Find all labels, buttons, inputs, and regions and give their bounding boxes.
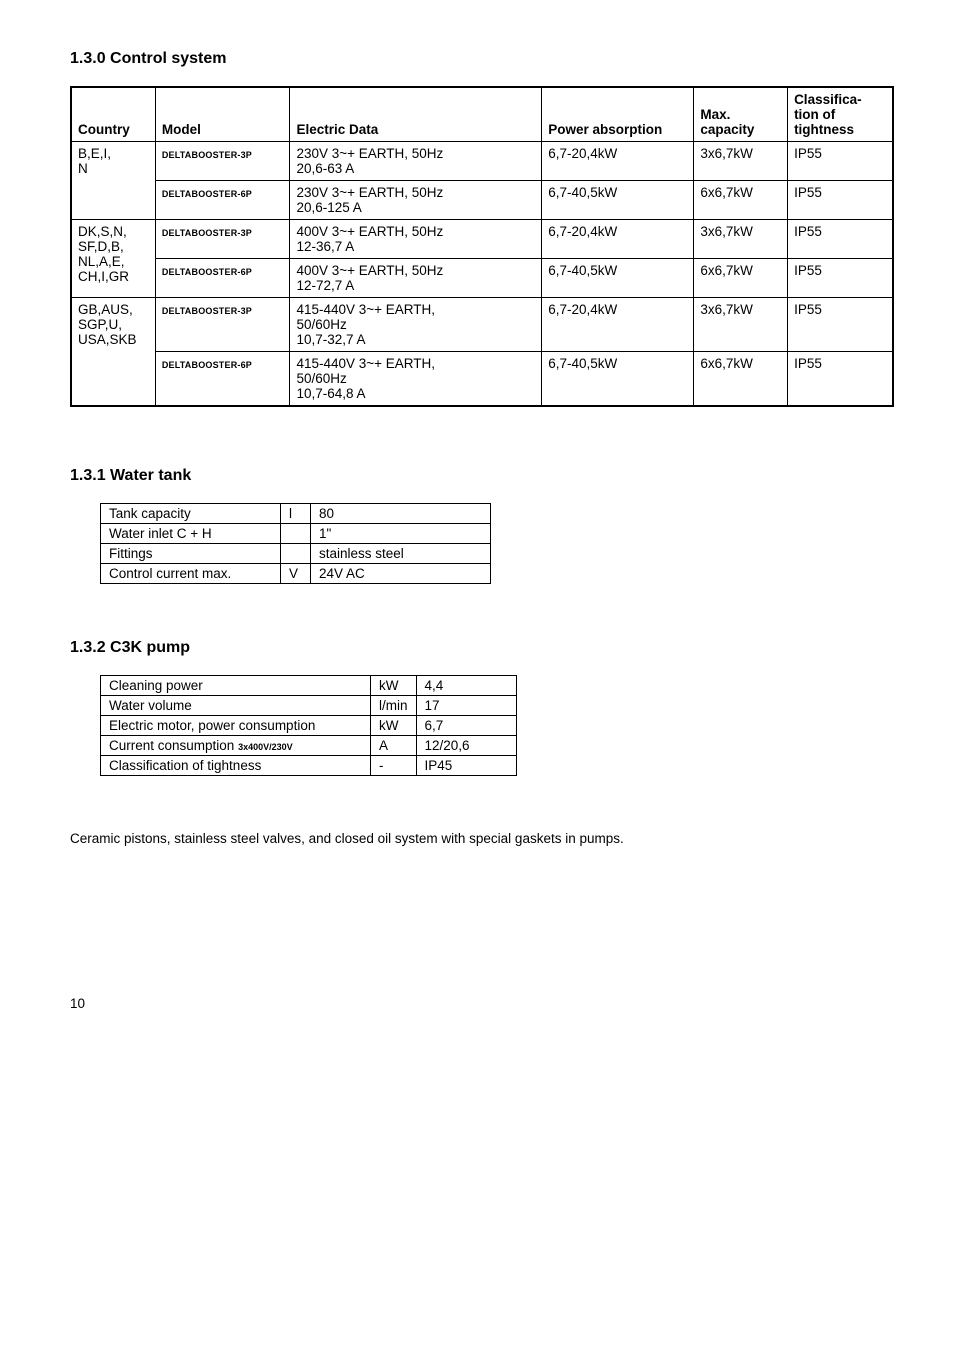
table-row: Fittings stainless steel	[101, 544, 491, 564]
cell: 17	[416, 696, 516, 716]
heading-131: 1.3.1 Water tank	[70, 467, 894, 485]
cell-max: 6x6,7kW	[694, 259, 788, 298]
cell: Electric motor, power consumption	[101, 716, 371, 736]
table-row: DELTABOOSTER-6P 415-440V 3~+ EARTH,50/60…	[71, 352, 893, 407]
cell	[281, 524, 311, 544]
cell-max: 3x6,7kW	[694, 220, 788, 259]
cell: 1"	[311, 524, 491, 544]
cell-max: 6x6,7kW	[694, 352, 788, 407]
th-model: Model	[155, 87, 290, 142]
cell: Fittings	[101, 544, 281, 564]
cell-electric: 400V 3~+ EARTH, 50Hz12-36,7 A	[290, 220, 542, 259]
cell-model: DELTABOOSTER-6P	[155, 259, 290, 298]
th-country: Country	[71, 87, 155, 142]
cell: Tank capacity	[101, 504, 281, 524]
table-row: DELTABOOSTER-6P 230V 3~+ EARTH, 50Hz20,6…	[71, 181, 893, 220]
cell: IP45	[416, 756, 516, 776]
cell-max: 3x6,7kW	[694, 142, 788, 181]
cell-country: GB,AUS,SGP,U,USA,SKB	[71, 298, 155, 407]
footnote-text: Ceramic pistons, stainless steel valves,…	[70, 831, 894, 846]
cell-electric: 415-440V 3~+ EARTH,50/60Hz10,7-32,7 A	[290, 298, 542, 352]
cell-model: DELTABOOSTER-3P	[155, 142, 290, 181]
cell-model: DELTABOOSTER-6P	[155, 181, 290, 220]
th-class: Classifica-tion of tightness	[788, 87, 893, 142]
cell: stainless steel	[311, 544, 491, 564]
cell-country: B,E,I,N	[71, 142, 155, 220]
heading-130: 1.3.0 Control system	[70, 50, 894, 68]
cell-model: DELTABOOSTER-3P	[155, 298, 290, 352]
cell-max: 3x6,7kW	[694, 298, 788, 352]
cell-power: 6,7-20,4kW	[542, 298, 694, 352]
cell-class: IP55	[788, 142, 893, 181]
cell: V	[281, 564, 311, 584]
cell-power: 6,7-40,5kW	[542, 352, 694, 407]
water-tank-table: Tank capacity l 80 Water inlet C + H 1" …	[100, 503, 491, 584]
cell: kW	[371, 716, 417, 736]
cell: l/min	[371, 696, 417, 716]
cell: 80	[311, 504, 491, 524]
cell: Current consumption 3x400V/230V	[101, 736, 371, 756]
table-header-row: Country Model Electric Data Power absorp…	[71, 87, 893, 142]
page-number: 10	[70, 996, 894, 1011]
cell: kW	[371, 676, 417, 696]
table-row: Water inlet C + H 1"	[101, 524, 491, 544]
cell-electric: 400V 3~+ EARTH, 50Hz12-72,7 A	[290, 259, 542, 298]
table-row: Classification of tightness - IP45	[101, 756, 517, 776]
cell: 24V AC	[311, 564, 491, 584]
cell: Control current max.	[101, 564, 281, 584]
th-power: Power absorption	[542, 87, 694, 142]
table-row: Current consumption 3x400V/230V A 12/20,…	[101, 736, 517, 756]
cell-model: DELTABOOSTER-3P	[155, 220, 290, 259]
cell-class: IP55	[788, 352, 893, 407]
table-row: Tank capacity l 80	[101, 504, 491, 524]
control-system-table: Country Model Electric Data Power absorp…	[70, 86, 894, 407]
cell-country: DK,S,N,SF,D,B,NL,A,E,CH,I,GR	[71, 220, 155, 298]
cell-power: 6,7-20,4kW	[542, 142, 694, 181]
cell: 6,7	[416, 716, 516, 736]
table-row: Water volume l/min 17	[101, 696, 517, 716]
cell-class: IP55	[788, 298, 893, 352]
cell: 12/20,6	[416, 736, 516, 756]
cell-class: IP55	[788, 220, 893, 259]
table-row: DK,S,N,SF,D,B,NL,A,E,CH,I,GR DELTABOOSTE…	[71, 220, 893, 259]
cell: Water volume	[101, 696, 371, 716]
cell: Cleaning power	[101, 676, 371, 696]
table-row: B,E,I,N DELTABOOSTER-3P 230V 3~+ EARTH, …	[71, 142, 893, 181]
cell-electric: 230V 3~+ EARTH, 50Hz20,6-63 A	[290, 142, 542, 181]
cell-max: 6x6,7kW	[694, 181, 788, 220]
table-row: GB,AUS,SGP,U,USA,SKB DELTABOOSTER-3P 415…	[71, 298, 893, 352]
cell-class: IP55	[788, 181, 893, 220]
table-row: Electric motor, power consumption kW 6,7	[101, 716, 517, 736]
cell	[281, 544, 311, 564]
table-row: Cleaning power kW 4,4	[101, 676, 517, 696]
cell: A	[371, 736, 417, 756]
cell: l	[281, 504, 311, 524]
table-row: DELTABOOSTER-6P 400V 3~+ EARTH, 50Hz12-7…	[71, 259, 893, 298]
cell: 4,4	[416, 676, 516, 696]
c3k-pump-table: Cleaning power kW 4,4 Water volume l/min…	[100, 675, 517, 776]
cell-model: DELTABOOSTER-6P	[155, 352, 290, 407]
cell-electric: 230V 3~+ EARTH, 50Hz20,6-125 A	[290, 181, 542, 220]
table-row: Control current max. V 24V AC	[101, 564, 491, 584]
cell-class: IP55	[788, 259, 893, 298]
cell-power: 6,7-40,5kW	[542, 181, 694, 220]
heading-132: 1.3.2 C3K pump	[70, 639, 894, 657]
cell: -	[371, 756, 417, 776]
cell-electric: 415-440V 3~+ EARTH,50/60Hz10,7-64,8 A	[290, 352, 542, 407]
cell: Classification of tightness	[101, 756, 371, 776]
cell-power: 6,7-20,4kW	[542, 220, 694, 259]
th-electric: Electric Data	[290, 87, 542, 142]
cell: Water inlet C + H	[101, 524, 281, 544]
cell-power: 6,7-40,5kW	[542, 259, 694, 298]
th-max: Max. capacity	[694, 87, 788, 142]
